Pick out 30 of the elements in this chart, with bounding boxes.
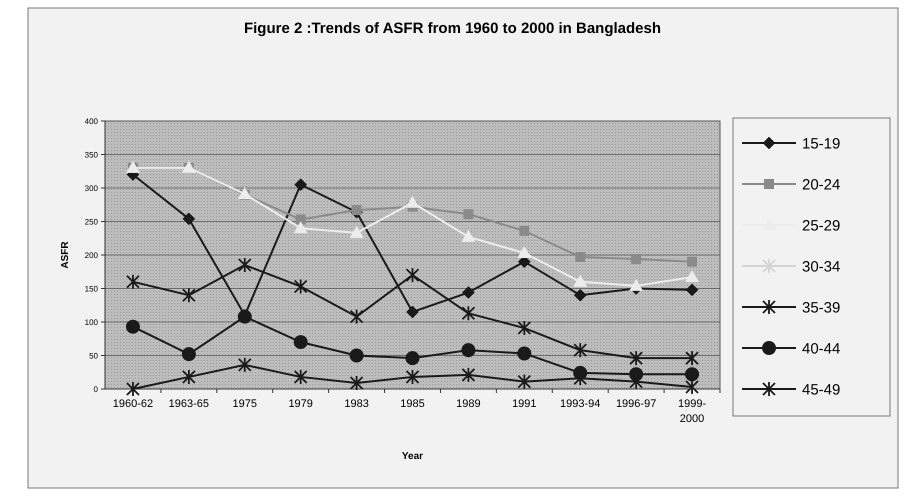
- x-tick-label: 1996-97: [616, 398, 656, 410]
- legend-label: 45-49: [802, 381, 840, 398]
- y-tick-label: 150: [84, 284, 99, 294]
- y-tick-label: 250: [84, 217, 99, 226]
- legend-label: 15-19: [802, 135, 840, 152]
- x-tick-label: 1960-62: [112, 398, 154, 410]
- x-tick-label: 1989: [456, 398, 481, 410]
- y-axis-title: ASFR: [60, 240, 71, 269]
- x-tick-label: 1993-94: [560, 398, 600, 410]
- x-tick-label: 1985: [400, 398, 425, 410]
- y-tick-label: 50: [89, 351, 99, 360]
- x-tick-label: 1963-65: [168, 398, 210, 410]
- legend-label: 20-24: [802, 176, 840, 194]
- x-tick-label: 1991: [512, 398, 537, 410]
- x-tick-label: 1999-2000: [678, 398, 706, 425]
- y-tick-label: 0: [94, 384, 99, 394]
- x-tick-label: 1983: [344, 398, 369, 410]
- legend-label: 35-39: [802, 299, 840, 316]
- y-tick-label: 200: [84, 250, 99, 260]
- x-tick-label: 1975: [232, 398, 258, 410]
- legend-label: 25-29: [802, 217, 840, 234]
- x-tick-label: 1979: [288, 398, 313, 410]
- legend-label: 40-44: [802, 340, 840, 358]
- y-tick-label: 400: [84, 116, 99, 126]
- legend-label: 30-34: [802, 258, 840, 276]
- chart-title: Figure 2 :Trends of ASFR from 1960 to 2000 in Bangladesh: [244, 20, 662, 37]
- y-tick-label: 300: [84, 184, 99, 193]
- y-tick-label: 350: [84, 150, 99, 160]
- y-tick-label: 100: [84, 318, 99, 327]
- x-axis-title: Year: [402, 451, 424, 462]
